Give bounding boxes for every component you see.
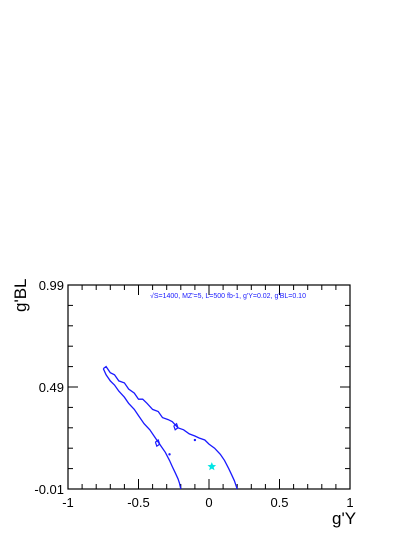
contour-loop	[173, 422, 179, 431]
y-tick-label: 0.99	[39, 278, 64, 293]
y-tick-label: 0.49	[39, 380, 64, 395]
x-tick-label: 1	[346, 495, 353, 510]
y-tick-label: -0.01	[34, 482, 64, 497]
contour-dot	[193, 438, 197, 442]
x-tick-label: -0.5	[127, 495, 149, 510]
contour-upper-line	[102, 365, 238, 490]
y-axis-label: g'BL	[11, 279, 30, 313]
axis-ticks	[67, 284, 351, 490]
chart-annotation: √S=1400, MZ'=5, L=500 fb-1, g'Y=0.02, g'…	[150, 292, 306, 300]
y-tick-labels: -0.01 0.49 0.99	[34, 278, 64, 497]
x-tick-labels: -1 -0.5 0 0.5 1	[62, 495, 353, 510]
contour-lower-line	[102, 368, 182, 490]
contour-dot	[168, 453, 171, 456]
contour-lines	[102, 365, 238, 490]
plot-frame	[67, 284, 351, 490]
contour-loop	[154, 439, 161, 448]
x-tick-label: 0.5	[270, 495, 288, 510]
x-axis-label: g'Y	[332, 509, 356, 528]
star-marker	[207, 462, 217, 471]
x-tick-label: 0	[205, 495, 212, 510]
x-tick-label: -1	[62, 495, 74, 510]
